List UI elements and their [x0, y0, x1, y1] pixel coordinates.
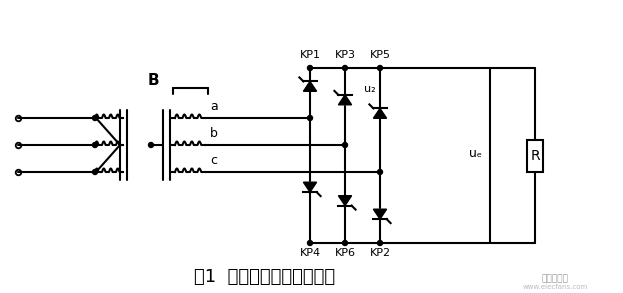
Text: c: c: [210, 154, 217, 167]
Text: 图1  三相桥式全控整流电路: 图1 三相桥式全控整流电路: [194, 268, 336, 286]
Circle shape: [308, 115, 313, 120]
Circle shape: [92, 169, 98, 175]
Circle shape: [378, 66, 383, 71]
Text: www.elecfans.com: www.elecfans.com: [522, 284, 587, 290]
Polygon shape: [303, 182, 316, 192]
Text: b: b: [210, 127, 218, 140]
Circle shape: [343, 66, 348, 71]
Circle shape: [343, 241, 348, 246]
Text: KP5: KP5: [369, 50, 391, 60]
Text: KP2: KP2: [369, 248, 391, 258]
Polygon shape: [303, 81, 316, 91]
Text: uₑ: uₑ: [469, 147, 482, 160]
Circle shape: [378, 241, 383, 246]
Bar: [527, 139, 543, 171]
Text: KP3: KP3: [335, 50, 356, 60]
Polygon shape: [373, 108, 387, 118]
Circle shape: [308, 66, 313, 71]
Circle shape: [92, 115, 98, 120]
Text: KP4: KP4: [300, 248, 321, 258]
Polygon shape: [338, 196, 351, 206]
Circle shape: [148, 142, 153, 147]
Text: B: B: [147, 73, 159, 88]
Text: R: R: [530, 149, 540, 163]
Circle shape: [343, 142, 348, 147]
Circle shape: [92, 142, 98, 147]
Text: a: a: [210, 100, 218, 113]
Text: u₂: u₂: [364, 84, 376, 94]
Text: KP6: KP6: [335, 248, 356, 258]
Text: 电子发烧友: 电子发烧友: [541, 275, 568, 284]
Circle shape: [378, 169, 383, 175]
Polygon shape: [373, 209, 387, 219]
Polygon shape: [338, 95, 351, 105]
Circle shape: [308, 241, 313, 246]
Text: KP1: KP1: [300, 50, 320, 60]
